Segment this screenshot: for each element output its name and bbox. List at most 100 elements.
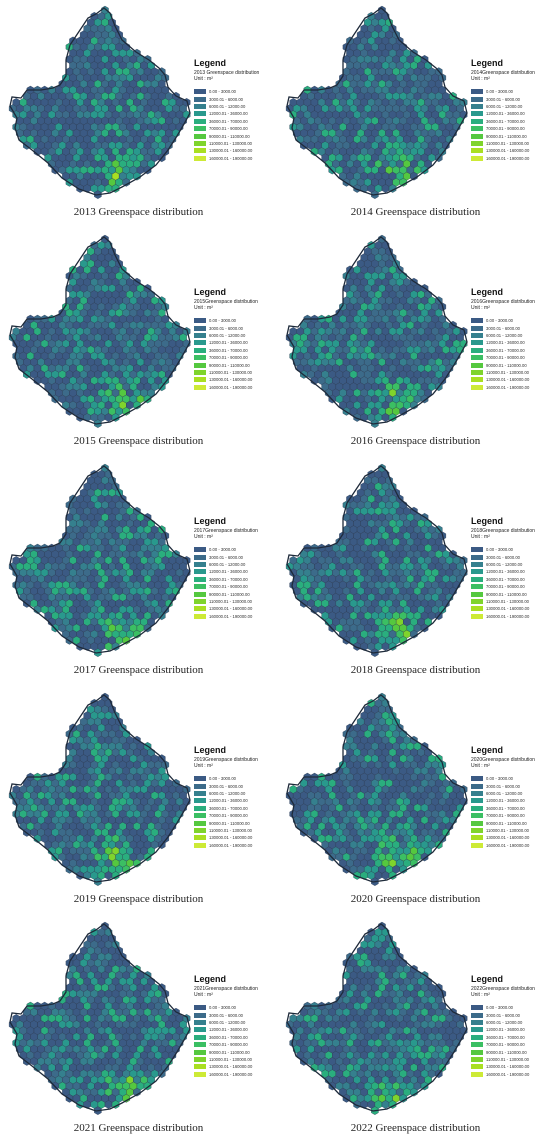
legend-row: 110000.01 - 130000.00 bbox=[471, 827, 553, 834]
legend-class-label: 90000.01 - 110000.00 bbox=[209, 1049, 250, 1055]
legend-row: 3000.01 - 6000.00 bbox=[194, 324, 276, 331]
legend-class-label: 0.00 - 3000.00 bbox=[209, 776, 237, 782]
legend-swatch bbox=[471, 155, 483, 161]
legend-row: 3000.01 - 6000.00 bbox=[471, 782, 553, 789]
legend-row: 12000.01 - 36000.00 bbox=[194, 110, 276, 117]
hexbin-map bbox=[8, 463, 191, 657]
hexbin-map bbox=[285, 463, 468, 657]
legend-class-label: 12000.01 - 36000.00 bbox=[209, 111, 248, 117]
hex-cells bbox=[8, 234, 191, 428]
legend-class-label: 36000.01 - 70000.00 bbox=[486, 118, 525, 124]
legend-row: 6000.01 - 12000.00 bbox=[194, 332, 276, 339]
legend-row: 70000.01 - 90000.00 bbox=[194, 1041, 276, 1048]
legend-class-label: 12000.01 - 36000.00 bbox=[209, 798, 248, 804]
map-legend: Legend 2017Greenspace distribution Unit : … bbox=[194, 516, 276, 620]
legend-row: 90000.01 - 110000.00 bbox=[194, 819, 276, 826]
legend-class-label: 36000.01 - 70000.00 bbox=[486, 576, 525, 582]
hexbin-map bbox=[8, 921, 191, 1115]
legend-layer-name: 2017Greenspace distribution bbox=[194, 528, 258, 534]
legend-row: 90000.01 - 110000.00 bbox=[194, 1048, 276, 1055]
legend-swatch bbox=[194, 111, 206, 117]
legend-row: 130000.01 - 160000.00 bbox=[471, 605, 553, 612]
legend-classes: 0.00 - 3000.00 3000.01 - 6000.00 6000.01 -… bbox=[194, 1004, 276, 1078]
panel-caption: 2017 Greenspace distribution bbox=[73, 664, 204, 676]
legend-row: 70000.01 - 90000.00 bbox=[194, 583, 276, 590]
legend-unit: Unit : m² bbox=[471, 305, 490, 311]
legend-row: 3000.01 - 6000.00 bbox=[471, 553, 553, 560]
legend-class-label: 6000.01 - 12000.00 bbox=[486, 332, 523, 338]
legend-class-label: 160000.01 - 190000.00 bbox=[486, 155, 530, 161]
legend-row: 12000.01 - 36000.00 bbox=[194, 797, 276, 804]
legend-row: 110000.01 - 130000.00 bbox=[471, 598, 553, 605]
legend-swatch bbox=[194, 355, 206, 361]
legend-row: 36000.01 - 70000.00 bbox=[471, 805, 553, 812]
legend-swatch bbox=[194, 148, 206, 154]
legend-class-label: 36000.01 - 70000.00 bbox=[209, 347, 248, 353]
legend-classes: 0.00 - 3000.00 3000.01 - 6000.00 6000.01 -… bbox=[194, 775, 276, 849]
legend-swatch bbox=[471, 355, 483, 361]
legend-row: 70000.01 - 90000.00 bbox=[471, 354, 553, 361]
legend-unit: Unit : m² bbox=[194, 534, 213, 540]
panel-caption: 2013 Greenspace distribution bbox=[73, 206, 204, 218]
legend-class-label: 110000.01 - 130000.00 bbox=[209, 1056, 252, 1062]
legend-swatch bbox=[194, 1042, 206, 1048]
legend-class-label: 110000.01 - 130000.00 bbox=[486, 369, 529, 375]
panel-caption: 2020 Greenspace distribution bbox=[350, 893, 481, 905]
legend-swatch bbox=[194, 820, 206, 826]
legend-row: 160000.01 - 190000.00 bbox=[471, 155, 553, 162]
legend-swatch bbox=[471, 584, 483, 590]
legend-row: 36000.01 - 70000.00 bbox=[471, 118, 553, 125]
legend-class-label: 90000.01 - 110000.00 bbox=[486, 133, 527, 139]
legend-row: 160000.01 - 190000.00 bbox=[194, 384, 276, 391]
legend-swatch bbox=[471, 776, 483, 782]
legend-class-label: 110000.01 - 130000.00 bbox=[486, 1056, 529, 1062]
region-boundary bbox=[286, 236, 468, 425]
greenspace-panel-2013: Legend 2013 Greenspace distribution Unit :… bbox=[0, 0, 277, 229]
legend-class-label: 130000.01 - 160000.00 bbox=[209, 1064, 253, 1070]
legend-class-label: 6000.01 - 12000.00 bbox=[209, 561, 246, 567]
legend-row: 90000.01 - 110000.00 bbox=[194, 132, 276, 139]
legend-swatch bbox=[471, 126, 483, 132]
greenspace-panel-2017: Legend 2017Greenspace distribution Unit : … bbox=[0, 458, 277, 687]
legend-swatch bbox=[194, 340, 206, 346]
legend-class-label: 6000.01 - 12000.00 bbox=[209, 332, 246, 338]
legend-class-label: 36000.01 - 70000.00 bbox=[209, 1034, 248, 1040]
legend-row: 160000.01 - 190000.00 bbox=[471, 613, 553, 620]
legend-title: Legend bbox=[471, 58, 504, 68]
legend-layer-name: 2016Greenspace distribution bbox=[471, 299, 535, 305]
legend-class-label: 130000.01 - 160000.00 bbox=[486, 1064, 530, 1070]
legend-title: Legend bbox=[471, 745, 504, 755]
map-legend: Legend 2022Greenspace distribution Unit : … bbox=[471, 974, 553, 1078]
legend-swatch bbox=[471, 133, 483, 139]
legend-layer-name: 2021Greenspace distribution bbox=[194, 986, 258, 992]
hex-cells bbox=[285, 5, 468, 199]
legend-row: 12000.01 - 36000.00 bbox=[471, 110, 553, 117]
legend-swatch bbox=[471, 118, 483, 124]
legend-row: 130000.01 - 160000.00 bbox=[194, 376, 276, 383]
legend-swatch bbox=[471, 790, 483, 796]
greenspace-panel-2021: Legend 2021Greenspace distribution Unit : … bbox=[0, 916, 277, 1145]
legend-row: 160000.01 - 190000.00 bbox=[194, 842, 276, 849]
legend-title: Legend bbox=[471, 974, 504, 984]
legend-swatch bbox=[471, 598, 483, 604]
legend-row: 3000.01 - 6000.00 bbox=[194, 553, 276, 560]
legend-class-label: 6000.01 - 12000.00 bbox=[486, 1019, 523, 1025]
legend-swatch bbox=[194, 805, 206, 811]
legend-row: 36000.01 - 70000.00 bbox=[194, 576, 276, 583]
map-legend: Legend 2018Greenspace distribution Unit : … bbox=[471, 516, 553, 620]
legend-class-label: 70000.01 - 90000.00 bbox=[209, 813, 248, 819]
legend-class-label: 130000.01 - 160000.00 bbox=[209, 377, 253, 383]
legend-row: 6000.01 - 12000.00 bbox=[471, 1019, 553, 1026]
legend-swatch bbox=[194, 790, 206, 796]
legend-class-label: 0.00 - 3000.00 bbox=[486, 89, 514, 95]
legend-class-label: 36000.01 - 70000.00 bbox=[209, 118, 248, 124]
legend-class-label: 12000.01 - 36000.00 bbox=[486, 569, 525, 575]
legend-class-label: 36000.01 - 70000.00 bbox=[486, 805, 525, 811]
legend-unit: Unit : m² bbox=[194, 76, 213, 82]
legend-swatch bbox=[194, 96, 206, 102]
legend-row: 6000.01 - 12000.00 bbox=[194, 1019, 276, 1026]
panel-caption: 2019 Greenspace distribution bbox=[73, 893, 204, 905]
legend-row: 3000.01 - 6000.00 bbox=[194, 1011, 276, 1018]
legend-row: 70000.01 - 90000.00 bbox=[471, 583, 553, 590]
legend-row: 110000.01 - 130000.00 bbox=[194, 369, 276, 376]
